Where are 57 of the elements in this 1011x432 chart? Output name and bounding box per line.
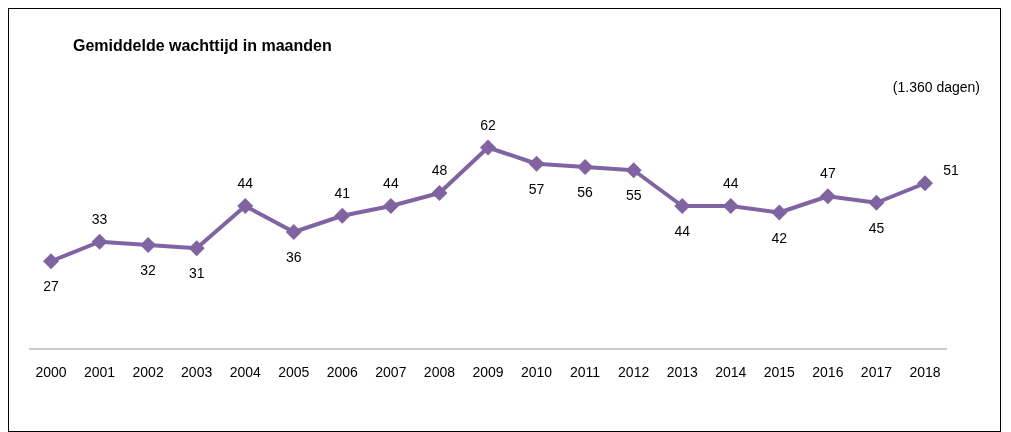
x-tick-label: 2009 — [472, 363, 504, 380]
data-label: 45 — [868, 219, 885, 236]
data-label: 44 — [383, 175, 399, 191]
point — [771, 204, 788, 221]
x-tick-label: 2010 — [520, 363, 553, 380]
x-tick-label: 2008 — [423, 363, 456, 380]
x-tick-label: 2015 — [763, 363, 796, 380]
x-tick-label: 2013 — [666, 363, 698, 380]
point — [334, 207, 351, 224]
point — [237, 198, 254, 214]
x-tick-label: 2004 — [229, 363, 261, 380]
point — [528, 155, 545, 172]
x-tick-label: 2005 — [278, 363, 310, 380]
point — [188, 240, 205, 257]
data-label: 57 — [528, 180, 545, 197]
point — [43, 253, 59, 270]
data-label: 27 — [43, 278, 59, 295]
x-tick-label: 2006 — [326, 363, 359, 380]
point — [917, 175, 933, 192]
point — [577, 159, 594, 175]
point — [431, 185, 448, 201]
x-tick-label: 2003 — [181, 363, 213, 380]
point — [625, 162, 642, 179]
data-label: 41 — [334, 184, 351, 201]
data-label: 31 — [188, 265, 205, 282]
data-label: 51 — [943, 162, 959, 179]
chart-title: Gemiddelde wachttijd in maanden — [73, 37, 332, 55]
point — [91, 233, 108, 250]
point — [819, 188, 836, 205]
x-tick-label: 2014 — [715, 363, 747, 380]
x-tick-label: 2012 — [618, 363, 650, 380]
data-label: 55 — [625, 187, 642, 204]
x-tick-label: 2016 — [812, 363, 844, 380]
x-tick-label: 2007 — [375, 363, 407, 380]
data-label: 56 — [577, 184, 594, 200]
data-label: 32 — [140, 262, 157, 278]
point — [382, 198, 399, 214]
data-label: 42 — [771, 229, 788, 246]
data-label: 62 — [480, 116, 496, 133]
data-label: 44 — [237, 175, 254, 191]
x-tick-label: 2001 — [83, 363, 116, 380]
point — [285, 224, 302, 240]
x-tick-label: 2002 — [132, 363, 164, 380]
point — [480, 139, 496, 156]
data-label: 33 — [91, 210, 108, 227]
text: (1.360 dagen) — [892, 79, 980, 95]
data-label: 48 — [431, 162, 448, 178]
data-label: 36 — [285, 249, 302, 265]
point — [140, 237, 157, 253]
x-tick-label: 2011 — [570, 363, 601, 380]
data-label: 44 — [722, 175, 739, 191]
x-tick-label: 2000 — [35, 363, 67, 380]
x-tick-label: 2017 — [860, 363, 893, 380]
point — [868, 194, 885, 211]
data-label: 44 — [674, 223, 691, 239]
x-tick-label: 2018 — [909, 363, 941, 380]
data-label: 47 — [820, 165, 836, 182]
